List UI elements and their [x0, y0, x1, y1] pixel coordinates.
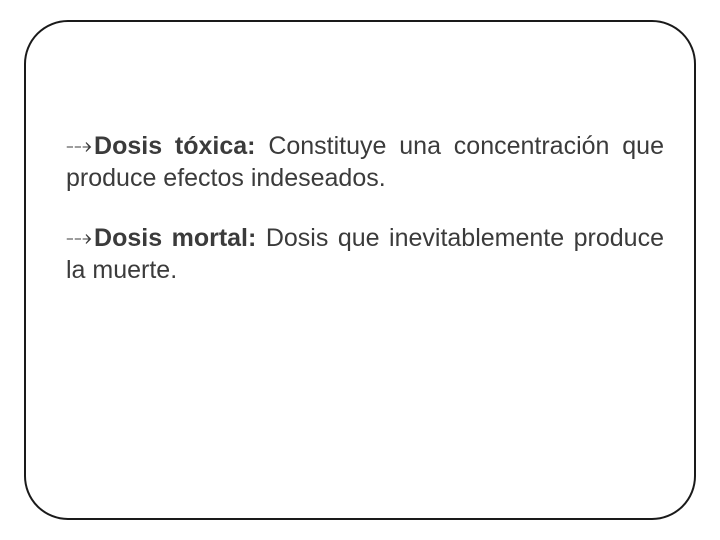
item-lead: Dosis tóxica:: [94, 132, 255, 160]
slide: ⤏Dosis tóxica: Constituye una concentrac…: [0, 0, 720, 540]
bullet-icon: ⤏: [66, 130, 92, 162]
item-lead: Dosis mortal:: [94, 224, 256, 252]
bullet-item: ⤏Dosis mortal: Dosis que inevitablemente…: [66, 222, 664, 286]
slide-content: ⤏Dosis tóxica: Constituye una concentrac…: [66, 130, 664, 314]
bullet-item: ⤏Dosis tóxica: Constituye una concentrac…: [66, 130, 664, 194]
bullet-icon: ⤏: [66, 222, 92, 254]
